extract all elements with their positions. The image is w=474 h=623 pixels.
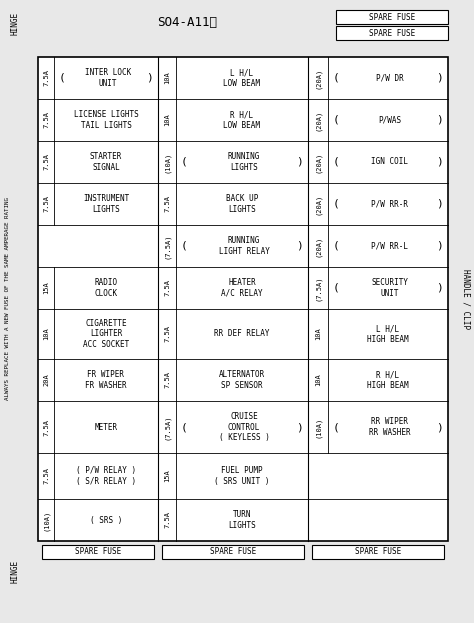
Text: P/W RR-L: P/W RR-L (372, 242, 409, 250)
Text: ): ) (436, 115, 443, 125)
Text: RR DEF RELAY: RR DEF RELAY (214, 330, 270, 338)
Text: P/W DR: P/W DR (376, 74, 404, 82)
Text: SPARE FUSE: SPARE FUSE (210, 548, 256, 556)
Bar (336, 10, 448, 24)
Text: CIGARETTE
LIGHTER
ACC SOCKET: CIGARETTE LIGHTER ACC SOCKET (83, 319, 129, 349)
Text: (: ( (181, 422, 188, 432)
Text: INTER LOCK
UNIT: INTER LOCK UNIT (85, 69, 131, 88)
Text: SO4-A11Ⓑ: SO4-A11Ⓑ (157, 16, 217, 29)
Text: RADIO
CLOCK: RADIO CLOCK (94, 278, 118, 298)
Bar (312, 545, 444, 559)
Text: RUNNING
LIGHT RELAY: RUNNING LIGHT RELAY (219, 236, 269, 255)
Text: 7.5A: 7.5A (164, 325, 170, 343)
Text: ( SRS ): ( SRS ) (90, 515, 122, 525)
Text: LICENSE LIGHTS
TAIL LIGHTS: LICENSE LIGHTS TAIL LIGHTS (73, 110, 138, 130)
Text: ): ) (436, 241, 443, 251)
Text: METER: METER (94, 422, 118, 432)
Text: TURN
LIGHTS: TURN LIGHTS (228, 510, 256, 530)
Text: RUNNING
LIGHTS: RUNNING LIGHTS (228, 152, 260, 172)
Text: IGN COIL: IGN COIL (372, 158, 409, 166)
Text: ): ) (296, 157, 303, 167)
Text: (10A): (10A) (164, 151, 170, 173)
Text: (20A): (20A) (315, 110, 321, 131)
Text: (20A): (20A) (315, 193, 321, 215)
Text: 7.5A: 7.5A (43, 467, 49, 485)
Text: 7.5A: 7.5A (164, 511, 170, 528)
Text: (20A): (20A) (315, 151, 321, 173)
Text: 7.5A: 7.5A (164, 196, 170, 212)
Text: 7.5A: 7.5A (43, 112, 49, 128)
Text: ): ) (436, 199, 443, 209)
Text: HINGE: HINGE (10, 559, 19, 583)
Bar (336, 26, 448, 40)
Text: (: ( (333, 199, 340, 209)
Text: (: ( (59, 73, 66, 83)
Text: (7.5A): (7.5A) (164, 414, 170, 440)
Text: INSTRUMENT
LIGHTS: INSTRUMENT LIGHTS (83, 194, 129, 214)
Text: ): ) (436, 283, 443, 293)
Text: (: ( (333, 283, 340, 293)
Text: FUEL PUMP
( SRS UNIT ): FUEL PUMP ( SRS UNIT ) (214, 466, 270, 486)
Text: SPARE FUSE: SPARE FUSE (369, 12, 415, 22)
Bar (42, 545, 154, 559)
Text: L H/L
LOW BEAM: L H/L LOW BEAM (224, 69, 261, 88)
Text: (10A): (10A) (315, 416, 321, 437)
Text: SPARE FUSE: SPARE FUSE (355, 548, 401, 556)
Text: 7.5A: 7.5A (164, 371, 170, 389)
Text: HINGE: HINGE (10, 12, 19, 35)
Text: ): ) (436, 422, 443, 432)
Text: (20A): (20A) (315, 235, 321, 257)
Text: (: ( (181, 241, 188, 251)
Text: (20A): (20A) (315, 67, 321, 88)
Text: FR WIPER
FR WASHER: FR WIPER FR WASHER (85, 370, 127, 390)
Text: BACK UP
LIGHTS: BACK UP LIGHTS (226, 194, 258, 214)
Text: CRUISE
CONTROL
( KEYLESS ): CRUISE CONTROL ( KEYLESS ) (219, 412, 269, 442)
Text: (: ( (333, 115, 340, 125)
Text: 7.5A: 7.5A (164, 280, 170, 297)
Text: 10A: 10A (43, 328, 49, 340)
Text: HEATER
A/C RELAY: HEATER A/C RELAY (221, 278, 263, 298)
Text: (: ( (333, 157, 340, 167)
Text: (: ( (181, 157, 188, 167)
Text: (: ( (333, 241, 340, 251)
Text: ): ) (296, 422, 303, 432)
Text: P/WAS: P/WAS (378, 115, 401, 125)
Text: ): ) (296, 241, 303, 251)
Text: ): ) (436, 73, 443, 83)
Text: 15A: 15A (164, 470, 170, 482)
Text: 10A: 10A (164, 72, 170, 84)
Text: 7.5A: 7.5A (43, 70, 49, 87)
Text: R H/L
HIGH BEAM: R H/L HIGH BEAM (367, 370, 409, 390)
Text: (: ( (333, 73, 340, 83)
Bar (38, 57, 448, 541)
Text: ( P/W RELAY )
( S/R RELAY ): ( P/W RELAY ) ( S/R RELAY ) (76, 466, 136, 486)
Text: P/W RR-R: P/W RR-R (372, 199, 409, 209)
Text: R H/L
LOW BEAM: R H/L LOW BEAM (224, 110, 261, 130)
Text: ALTERNATOR
SP SENSOR: ALTERNATOR SP SENSOR (219, 370, 265, 390)
Text: HANDLE / CLIP: HANDLE / CLIP (462, 269, 471, 329)
Text: STARTER
SIGNAL: STARTER SIGNAL (90, 152, 122, 172)
Text: SECURITY
UNIT: SECURITY UNIT (372, 278, 409, 298)
Text: L H/L
HIGH BEAM: L H/L HIGH BEAM (367, 325, 409, 344)
Text: 15A: 15A (43, 282, 49, 295)
Text: ): ) (146, 73, 153, 83)
Text: ): ) (436, 157, 443, 167)
Text: 10A: 10A (164, 113, 170, 126)
Text: RR WIPER
RR WASHER: RR WIPER RR WASHER (369, 417, 411, 437)
Text: 7.5A: 7.5A (43, 196, 49, 212)
Text: (7.5A): (7.5A) (164, 233, 170, 259)
Text: 7.5A: 7.5A (43, 419, 49, 435)
Text: (7.5A): (7.5A) (315, 275, 321, 301)
Text: 10A: 10A (315, 328, 321, 340)
Text: (10A): (10A) (43, 510, 49, 531)
Text: ALWAYS REPLACE WITH A NEW FUSE OF THE SAME AMPERAGE RATING: ALWAYS REPLACE WITH A NEW FUSE OF THE SA… (6, 197, 10, 401)
Text: 10A: 10A (315, 374, 321, 386)
Text: SPARE FUSE: SPARE FUSE (369, 29, 415, 37)
Text: (: ( (333, 422, 340, 432)
Text: 20A: 20A (43, 374, 49, 386)
Bar (162, 545, 304, 559)
Text: 7.5A: 7.5A (43, 153, 49, 171)
Text: SPARE FUSE: SPARE FUSE (75, 548, 121, 556)
